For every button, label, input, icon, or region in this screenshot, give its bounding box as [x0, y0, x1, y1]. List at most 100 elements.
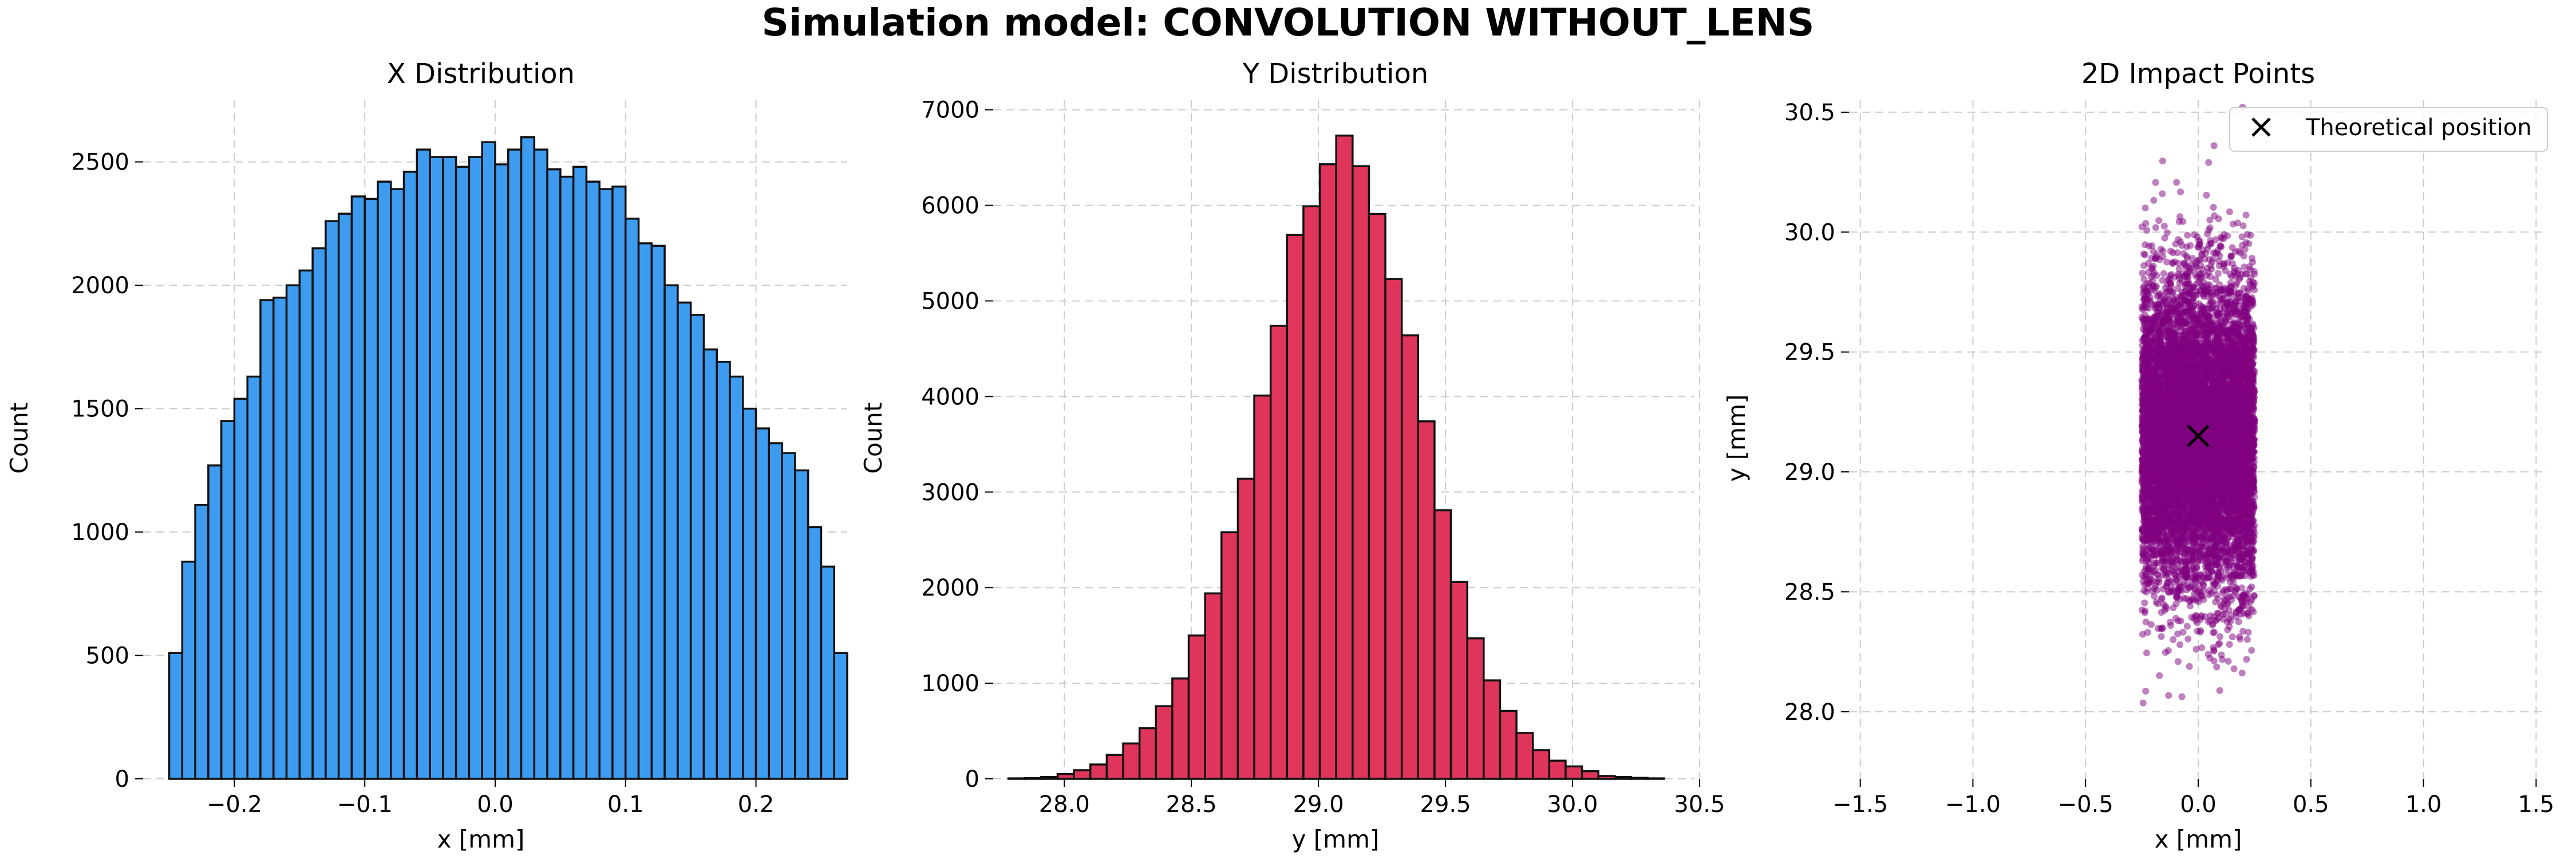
x-distribution-bar: [207, 464, 223, 780]
x-distribution-xtick-label: 0.2: [738, 791, 775, 818]
y-distribution-bar: [1581, 770, 1599, 780]
impact-points-point: [2165, 692, 2172, 699]
y-distribution-bar: [1302, 205, 1321, 780]
x-distribution-bar: [442, 156, 457, 780]
y-distribution-ytick-label: 2000: [921, 575, 979, 601]
y-distribution-bar: [1368, 212, 1386, 780]
y-distribution-bar: [1564, 765, 1583, 780]
x-distribution-bar: [702, 348, 718, 780]
x-distribution-bar: [390, 188, 405, 780]
y-distribution-ytick-label: 6000: [921, 193, 979, 219]
x-distribution-bars: [168, 136, 848, 780]
y-distribution-xtick-label: 28.0: [1039, 791, 1090, 818]
x-distribution-bar: [833, 652, 848, 780]
x-distribution-bar: [807, 526, 823, 780]
impact-points-point: [2173, 179, 2180, 186]
impact-points-point: [2239, 222, 2247, 230]
y-distribution-bar: [1515, 732, 1534, 780]
x-distribution-bar: [650, 245, 666, 780]
impact-points-point: [2210, 142, 2218, 149]
y-distribution-bar: [1024, 777, 1042, 780]
y-distribution-ylabel: Count: [859, 403, 887, 474]
y-distribution-ytick-label: 1000: [921, 671, 979, 697]
y-distribution-bar: [1646, 777, 1665, 780]
x-distribution-bar: [311, 247, 327, 780]
y-distribution-ytick-label: 7000: [921, 97, 979, 124]
impact-points-point: [2210, 204, 2217, 211]
y-distribution-title: Y Distribution: [1242, 58, 1429, 90]
impact-points-point: [2238, 233, 2246, 241]
impact-points-point: [2139, 699, 2147, 707]
y-distribution-xtick-label: 30.0: [1547, 791, 1598, 818]
x-distribution-bar: [533, 148, 548, 780]
impact-points-point: [2229, 633, 2236, 640]
impact-points-point: [2170, 636, 2177, 643]
x-distribution-bar: [546, 168, 562, 780]
y-distribution-bar: [1614, 775, 1633, 780]
x-distribution-ytick-label: 2500: [71, 149, 129, 176]
x-distribution-bar: [468, 156, 483, 780]
impact-points-point: [2204, 651, 2212, 658]
y-distribution-bar: [1466, 637, 1485, 780]
impact-points-point: [2147, 621, 2155, 628]
impact-points-point: [2156, 672, 2163, 679]
x-distribution-bar: [598, 188, 614, 780]
x-distribution-bar: [325, 220, 340, 780]
x-distribution-ytick-label: 500: [86, 643, 129, 669]
x-distribution-bar: [377, 180, 392, 780]
x-distribution-bar: [481, 141, 496, 780]
y-distribution-bar: [1433, 509, 1452, 780]
x-distribution-bar: [768, 442, 783, 780]
impact-points-point: [2242, 211, 2250, 219]
x-distribution-bar: [337, 212, 353, 780]
x-distribution-ytick-label: 1500: [71, 396, 129, 423]
y-distribution-bar: [1384, 278, 1403, 780]
y-distribution-bar: [1417, 420, 1436, 780]
impact-points-point: [2230, 665, 2238, 672]
y-distribution-bar: [1269, 325, 1289, 780]
impact-points-point: [2217, 633, 2223, 640]
x-distribution-bar: [820, 565, 835, 780]
y-distribution-bar: [1138, 727, 1157, 780]
impact-points-point: [2160, 222, 2168, 230]
impact-points-scatter: [2138, 104, 2258, 707]
x-distribution-bar: [429, 156, 444, 780]
x-distribution-bar: [663, 284, 679, 780]
impact-points-point: [2212, 592, 2220, 599]
impact-points-point: [2245, 629, 2252, 636]
x-distribution-bar: [572, 166, 588, 780]
y-distribution-bar: [1236, 478, 1255, 780]
impact-points-point: [2184, 231, 2191, 239]
y-distribution-bar: [1056, 773, 1075, 780]
x-distribution-bar: [364, 198, 379, 780]
impact-points-point: [2176, 641, 2184, 648]
impact-points-point: [2192, 645, 2200, 653]
y-distribution-bar: [1483, 679, 1502, 780]
y-distribution-bar: [1089, 763, 1108, 780]
x-distribution-bar: [559, 175, 575, 780]
x-distribution-xtick-label: −0.2: [207, 791, 262, 818]
x-distribution-bar: [520, 136, 536, 780]
impact-points-point: [2250, 608, 2257, 616]
impact-points-point: [2210, 657, 2218, 665]
impact-points-title: 2D Impact Points: [2081, 58, 2315, 90]
x-distribution-xtick-label: 0.1: [607, 791, 644, 818]
x-distribution-bar: [585, 180, 600, 780]
y-distribution-bar: [1400, 334, 1420, 780]
impact-points-point: [2203, 246, 2211, 253]
x-distribution-bar: [246, 375, 262, 780]
x-distribution-bar: [259, 299, 275, 780]
x-distribution-panel: X Distribution x [mm] Count 050010001500…: [5, 58, 848, 853]
y-distribution-bar: [1499, 710, 1518, 780]
impact-points-point: [2139, 270, 2146, 277]
x-distribution-bar: [716, 361, 731, 780]
y-distribution-bar: [1531, 749, 1551, 780]
y-distribution-bar: [1352, 165, 1370, 780]
y-distribution-bar: [1630, 777, 1649, 780]
y-distribution-bar: [1548, 759, 1567, 780]
x-distribution-ytick-label: 0: [115, 766, 129, 793]
y-distribution-panel: Y Distribution y [mm] Count 010002000300…: [859, 58, 1725, 853]
x-distribution-bar: [350, 195, 366, 780]
